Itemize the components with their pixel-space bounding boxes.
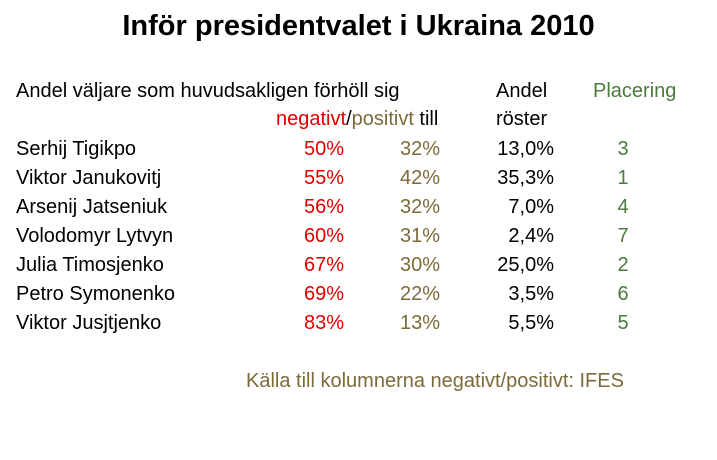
negative-value: 56%	[303, 196, 344, 218]
page-title: Inför presidentvalet i Ukraina 2010	[122, 10, 595, 42]
negative-value: 50%	[303, 138, 344, 160]
candidate-name: Julia Timosjenko	[16, 254, 164, 276]
positive-value: 13%	[399, 312, 440, 334]
header-till: till	[413, 108, 439, 130]
header-voters-share: Andel väljare som huvudsakligen förhöll …	[16, 80, 400, 102]
placement-value: 3	[617, 138, 629, 160]
candidate-name: Petro Symonenko	[16, 283, 175, 305]
negative-value: 67%	[303, 254, 344, 276]
candidate-name: Arsenij Jatseniuk	[16, 196, 168, 218]
placement-value: 1	[617, 167, 629, 189]
placement-value: 7	[617, 225, 629, 247]
header-votes-line1: Andel	[496, 80, 548, 102]
table-row: Volodomyr Lytvyn 60% 31% 2,4% 7	[0, 225, 717, 253]
positive-value: 31%	[399, 225, 440, 247]
header-attitude: negativt/positivt till	[276, 108, 438, 131]
header-placement: Placering	[593, 80, 677, 102]
header-positive: positivt	[351, 108, 414, 130]
vote-share-value: 35,3%	[497, 167, 554, 189]
placement-value: 2	[617, 254, 629, 276]
vote-share-value: 5,5%	[508, 312, 554, 334]
source-note: Källa till kolumnerna negativt/positivt:…	[246, 370, 624, 392]
vote-share-value: 13,0%	[497, 138, 554, 160]
header-negative: negativt	[276, 108, 347, 130]
vote-share-value: 3,5%	[508, 283, 554, 305]
vote-share-value: 2,4%	[508, 225, 554, 247]
table-row: Serhij Tigikpo 50% 32% 13,0% 3	[0, 138, 717, 166]
positive-value: 42%	[399, 167, 440, 189]
candidate-name: Serhij Tigikpo	[16, 138, 137, 160]
candidate-name: Volodomyr Lytvyn	[16, 225, 174, 247]
candidate-name: Viktor Janukovitj	[16, 167, 162, 189]
table-row: Viktor Janukovitj 55% 42% 35,3% 1	[0, 167, 717, 195]
header-slash: /	[346, 108, 352, 130]
table-row: Petro Symonenko 69% 22% 3,5% 6	[0, 283, 717, 311]
table-row: Arsenij Jatseniuk 56% 32% 7,0% 4	[0, 196, 717, 224]
vote-share-value: 7,0%	[508, 196, 554, 218]
negative-value: 83%	[303, 312, 344, 334]
placement-value: 4	[617, 196, 629, 218]
positive-value: 32%	[399, 138, 440, 160]
placement-value: 6	[617, 283, 629, 305]
positive-value: 22%	[399, 283, 440, 305]
table-row: Julia Timosjenko 67% 30% 25,0% 2	[0, 254, 717, 282]
header-votes-line2: röster	[496, 108, 548, 130]
negative-value: 60%	[303, 225, 344, 247]
negative-value: 55%	[303, 167, 344, 189]
vote-share-value: 25,0%	[497, 254, 554, 276]
table-row: Viktor Jusjtjenko 83% 13% 5,5% 5	[0, 312, 717, 340]
negative-value: 69%	[303, 283, 344, 305]
positive-value: 30%	[399, 254, 440, 276]
candidate-name: Viktor Jusjtjenko	[16, 312, 162, 334]
placement-value: 5	[617, 312, 629, 334]
positive-value: 32%	[399, 196, 440, 218]
